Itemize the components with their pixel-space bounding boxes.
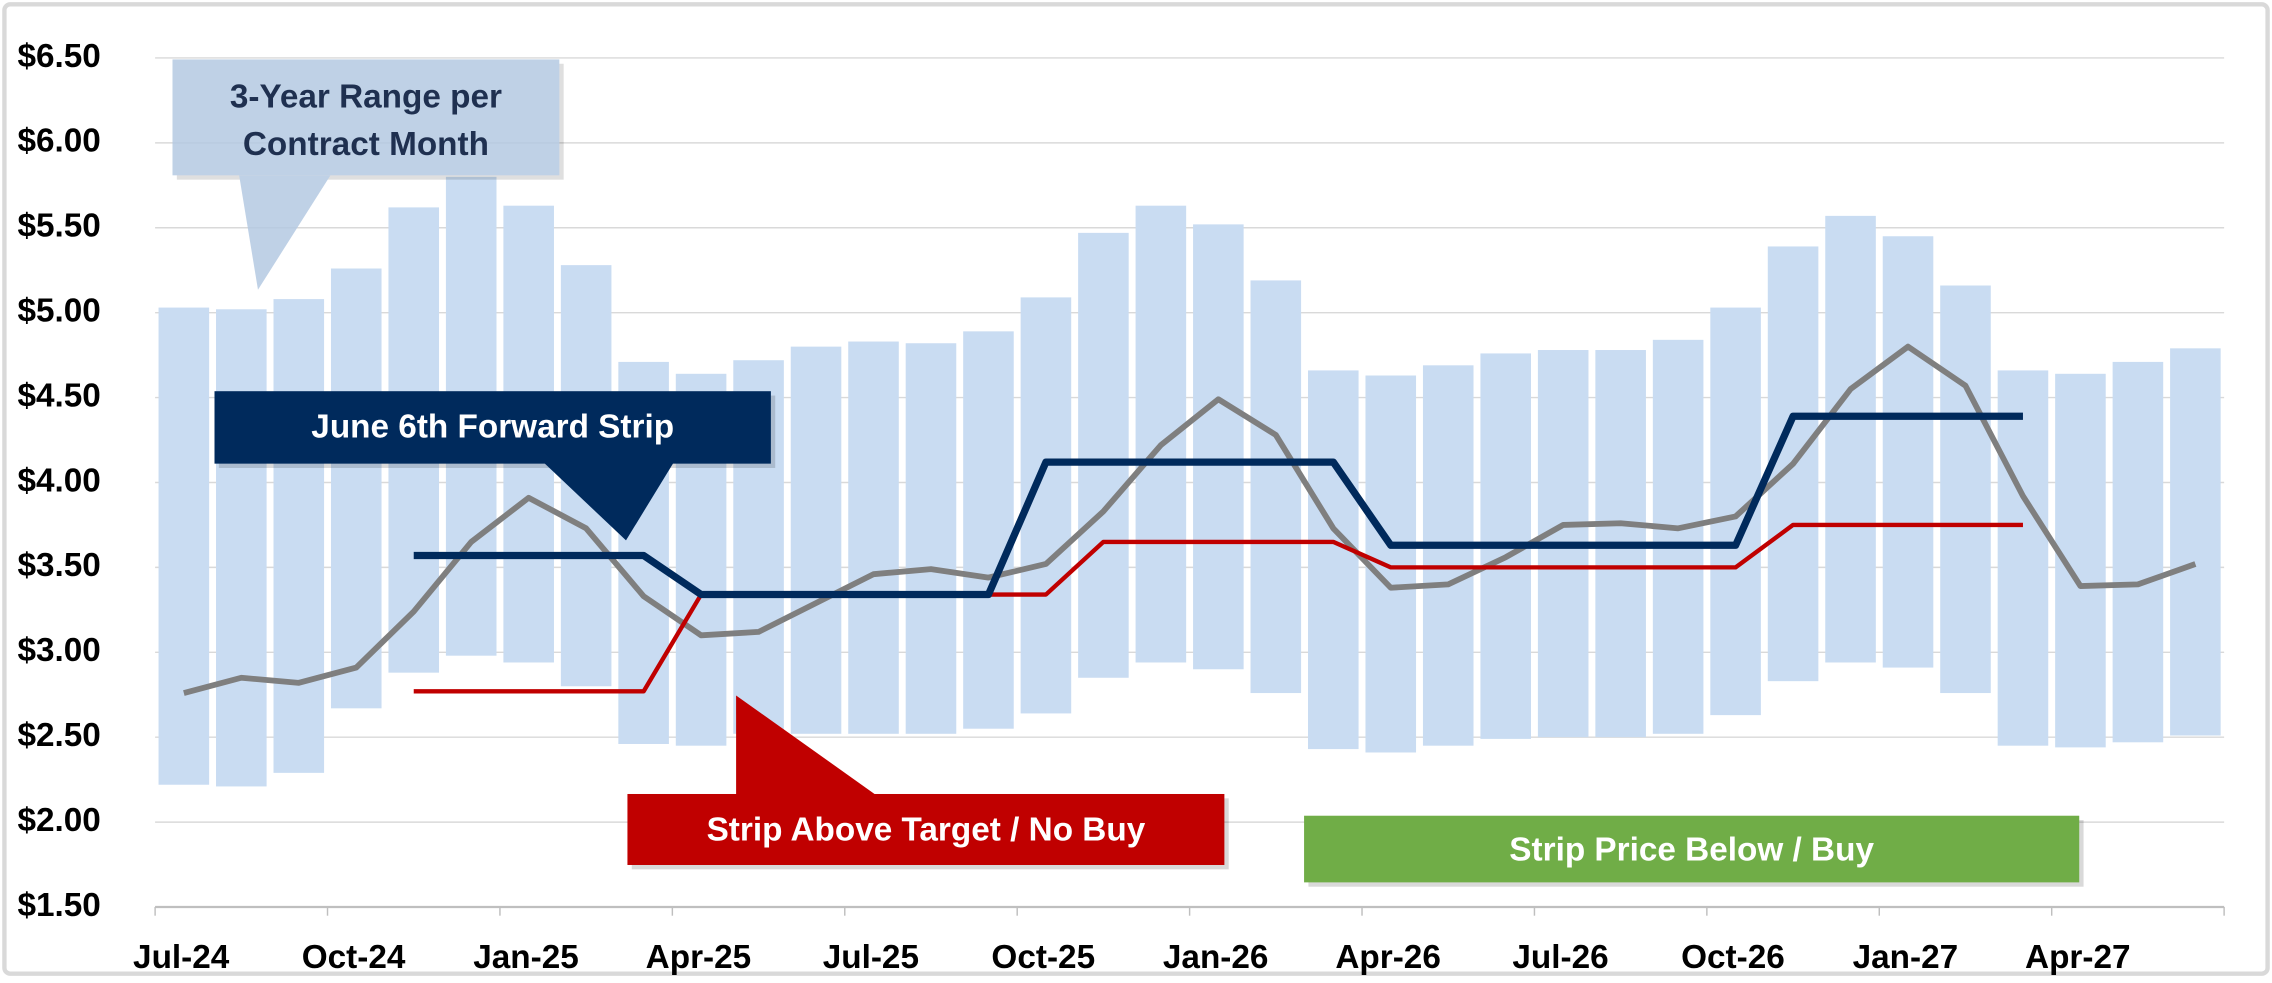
y-tick-label: $4.50 (17, 377, 100, 414)
range-bar (330, 268, 382, 709)
x-tick-label: Jul-26 (1512, 939, 1608, 976)
x-tick-label: Jul-24 (133, 939, 230, 976)
callout-text: Strip Above Target / No Buy (707, 811, 1146, 848)
x-tick-label: Oct-25 (991, 939, 1095, 976)
y-tick-label: $5.00 (17, 292, 100, 329)
callout-box (214, 391, 771, 464)
range-bar (1997, 370, 2049, 746)
callout (214, 391, 776, 541)
line-series (413, 522, 2023, 694)
range-bar (1422, 365, 1474, 746)
range-bar (1940, 285, 1991, 694)
callout (172, 59, 564, 290)
range-bar (216, 309, 267, 787)
x-tick-label: Jan-25 (473, 939, 579, 976)
y-tick-label: $6.50 (17, 38, 100, 75)
y-tick-label: $2.50 (17, 717, 100, 754)
range-bar (963, 331, 1014, 729)
callout-pointer (239, 175, 331, 290)
y-tick-label: $1.50 (17, 887, 100, 924)
callout-box (627, 793, 1225, 865)
y-tick-label: $5.50 (17, 208, 100, 245)
range-bar (1308, 370, 1359, 750)
line-series (183, 343, 2197, 696)
range-bar (1365, 375, 1417, 753)
range-bar (2112, 361, 2164, 743)
x-tick-label: Oct-26 (1681, 939, 1785, 976)
callout-text: 3-Year Range per (230, 78, 502, 115)
range-bar (1825, 215, 1876, 663)
x-tick-label: Apr-27 (2025, 939, 2131, 976)
callout-text: June 6th Forward Strip (311, 409, 674, 446)
callout-box (172, 59, 560, 176)
range-bar (905, 343, 957, 734)
range-bar (848, 341, 899, 734)
y-tick-label: $3.00 (17, 632, 100, 669)
y-tick-label: $4.00 (17, 462, 100, 499)
x-tick-label: Apr-25 (646, 939, 752, 976)
callout-box (1304, 815, 2080, 883)
x-tick-label: Jan-27 (1853, 939, 1959, 976)
x-tick-label: Jul-25 (823, 939, 919, 976)
x-tick-label: Apr-26 (1335, 939, 1441, 976)
y-tick-label: $6.00 (17, 123, 100, 160)
line-series (413, 412, 2023, 599)
range-bar (158, 307, 210, 785)
range-bar (2170, 348, 2221, 736)
callout-pointer (543, 462, 674, 541)
callout (627, 695, 1229, 870)
range-bar (1882, 236, 1934, 668)
callout (1304, 815, 2084, 887)
callout-text: Strip Price Below / Buy (1509, 832, 1874, 869)
range-bar (1250, 280, 1302, 694)
y-tick-label: $3.50 (17, 547, 100, 584)
x-tick-label: Jan-26 (1163, 939, 1269, 976)
callout-text: Contract Month (243, 126, 489, 163)
range-bar (1652, 339, 1704, 734)
x-tick-label: Oct-24 (302, 939, 406, 976)
range-bar (1193, 224, 1244, 670)
callout-pointer (736, 695, 877, 796)
range-bar (273, 299, 325, 773)
y-tick-label: $2.00 (17, 802, 100, 839)
range-bar (790, 346, 842, 734)
range-bar (1078, 232, 1129, 678)
